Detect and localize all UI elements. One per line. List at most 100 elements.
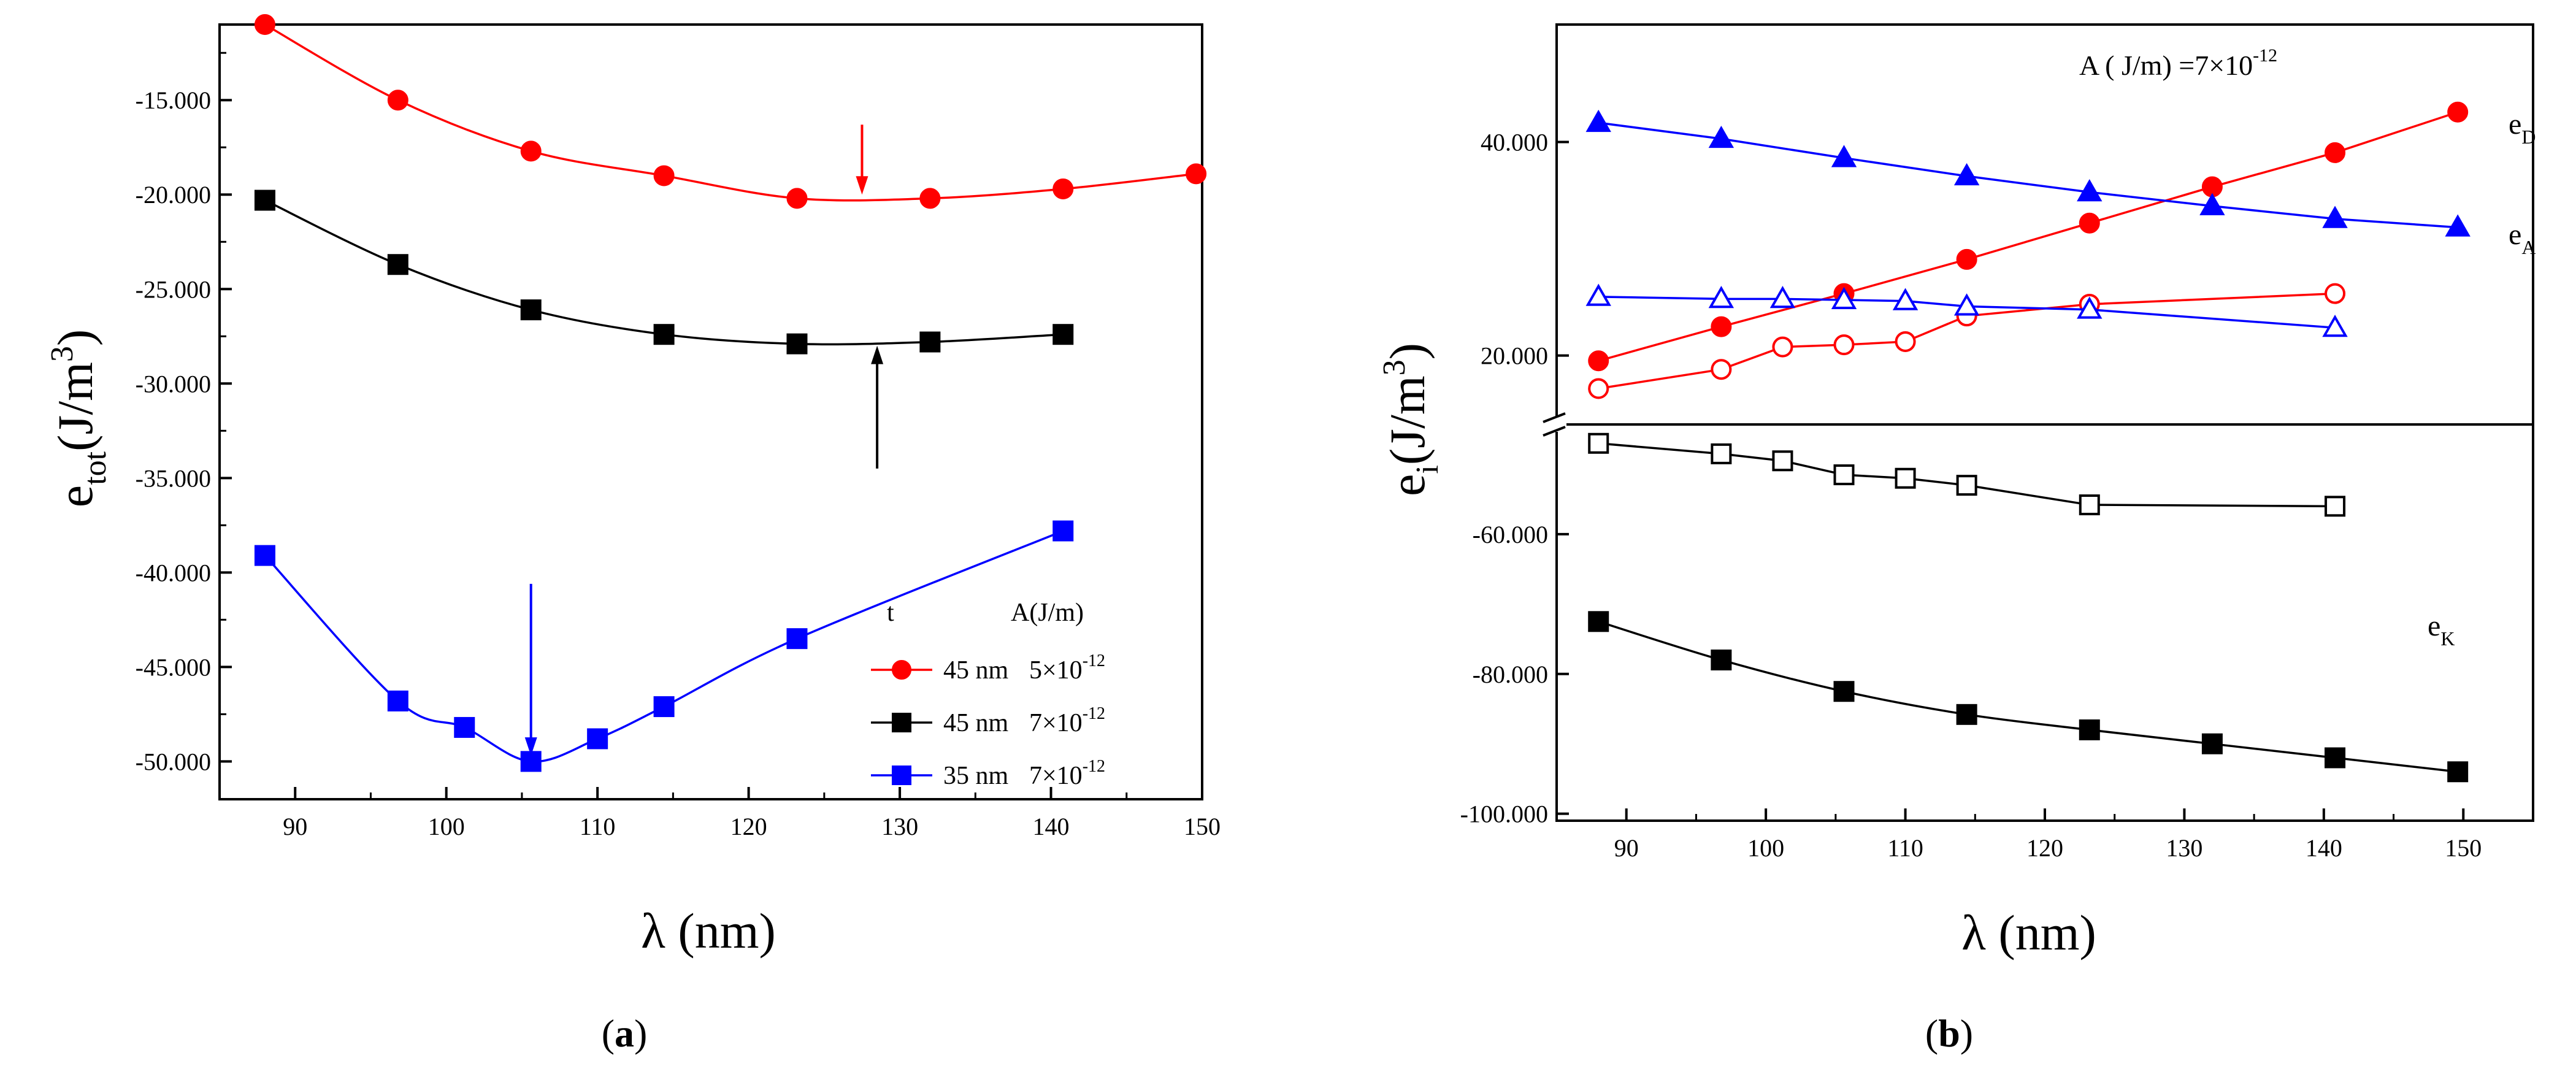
legend-t-2: 35 nm [943,762,1009,790]
data-point-b-1-4 [1895,331,1916,352]
legend-marker-1 [892,713,911,732]
x-tick-label-b-110: 110 [1887,834,1923,862]
y-tick-label-b-lower-1: -80.000 [1473,661,1548,688]
data-point-b-2-3 [1953,163,1980,186]
data-point-b-2-2 [1831,145,1857,167]
data-point-a-1-5 [919,331,941,353]
data-point-a-2-5 [653,696,675,718]
x-tick-label-b-140: 140 [2306,834,2342,862]
data-point-a-1-2 [520,299,542,321]
y-tick-label-b-lower-0: -60.000 [1473,521,1548,548]
x-tick-label-a-140: 140 [1033,813,1070,840]
data-point-a-1-1 [387,254,408,275]
data-point-b-5-6 [2079,494,2100,516]
x-tick-label-b-90: 90 [1614,834,1639,862]
x-tick-label-a-110: 110 [580,813,616,840]
y-axis-label-a-text: etot(J/m3) [45,329,113,507]
y-axis-label-b: ei(J/m3) [1377,343,1445,496]
axis-break-mark-top [1543,412,1566,423]
y-axis-label-a: etot(J/m3) [45,329,113,507]
data-point-b-4-7 [2447,761,2469,783]
legend-A-1: 7×10-12 [1029,704,1105,737]
x-tick-label-b-150: 150 [2445,834,2482,862]
y-tick-label-a-1: -20.000 [136,181,211,209]
plot-frame-b [1555,23,2534,822]
series-line-a-1 [264,199,1064,346]
series-line-b-5 [1598,442,2336,508]
data-point-a-1-6 [1052,324,1074,345]
data-point-b-5-3 [1833,464,1855,486]
data-point-b-3-1 [1708,286,1735,309]
y-tick-label-a-3: -30.000 [136,370,211,397]
axis-break-mark-bottom [1543,426,1566,437]
y-tick-label-a-5: -40.000 [136,559,211,586]
data-point-b-1-7 [2325,283,2346,304]
legend-A-2: 7×10-12 [1029,757,1105,790]
data-point-a-1-4 [786,333,808,355]
data-point-b-4-3 [1956,704,1977,725]
x-tick-label-b-120: 120 [2026,834,2063,862]
data-point-b-5-0 [1588,432,1609,454]
series-line-b-1 [1598,292,2336,390]
data-point-b-3-6 [2077,296,2103,319]
data-point-b-4-4 [2079,719,2100,740]
series-line-b-3 [1598,296,2336,329]
min-arrow-head-a-1 [871,345,884,364]
data-point-b-1-1 [1711,359,1732,380]
data-point-a-0-7 [1186,163,1207,185]
y-tick-label-a-0: -15.000 [136,86,211,114]
legend-header-A: A(J/m) [1011,599,1084,627]
x-tick-label-b-130: 130 [2166,834,2202,862]
chart-panel-b: 90 100 110 120 130 140 150 20.000 40.000 -60.000 -… [1377,23,2536,961]
data-point-b-2-4 [2077,178,2103,202]
panel-label-b: (b) [1925,1011,1973,1055]
x-axis-label-b: λ (nm) [1961,905,2096,961]
data-point-b-3-2 [1769,286,1796,309]
y-axis-label-b-text: ei(J/m3) [1377,343,1445,496]
data-point-a-0-5 [919,188,941,209]
x-tick-label-a-120: 120 [730,813,767,840]
series-line-b-4 [1598,620,2458,773]
data-point-b-0-4 [2079,212,2100,234]
y-tick-label-b-upper-0: 20.000 [1481,342,1548,370]
data-point-a-2-1 [387,690,408,712]
data-point-a-0-6 [1052,178,1074,200]
data-point-b-3-4 [1892,288,1919,310]
data-point-b-1-3 [1833,334,1855,356]
legend-t-0: 45 nm [943,656,1009,685]
legend-A-0: 5×10-12 [1029,651,1105,685]
data-point-b-0-1 [1711,316,1732,337]
data-point-a-1-3 [653,324,675,345]
data-point-b-5-2 [1772,450,1793,472]
data-point-b-0-7 [2447,101,2469,123]
min-arrow-head-a-2 [524,737,537,756]
data-point-a-2-7 [1052,520,1074,542]
data-point-a-2-0 [254,545,275,566]
x-tick-label-a-100: 100 [428,813,465,840]
x-tick-label-b-100: 100 [1747,834,1784,862]
panel-label-a: (a) [602,1011,648,1055]
data-point-b-2-5 [2199,193,2225,215]
data-point-b-5-4 [1895,467,1916,489]
y-tick-label-a-2: -25.000 [136,275,211,303]
data-point-b-4-5 [2201,733,2223,754]
series-line-b-2 [1598,121,2458,229]
legend-marker-2 [892,765,911,785]
data-point-b-5-5 [1956,475,1977,496]
data-point-a-0-3 [653,165,675,186]
data-point-b-3-7 [2322,315,2348,337]
data-point-a-0-4 [786,188,808,209]
series-label-b-A: eA [2509,218,2536,258]
data-point-b-4-6 [2325,747,2346,769]
data-point-b-2-7 [2445,214,2471,237]
chart-panel-a: 90 100 110 120 130 140 150 -15.000 -20.000 -25.00… [45,14,1221,959]
y-tick-label-a-7: -50.000 [136,748,211,775]
data-point-b-3-3 [1831,286,1857,309]
x-tick-label-a-150: 150 [1184,813,1221,840]
data-point-a-0-1 [387,90,408,111]
data-point-a-2-6 [786,628,808,650]
legend-header-t: t [887,599,894,627]
data-point-a-1-0 [254,190,275,211]
data-point-b-4-1 [1711,649,1732,670]
